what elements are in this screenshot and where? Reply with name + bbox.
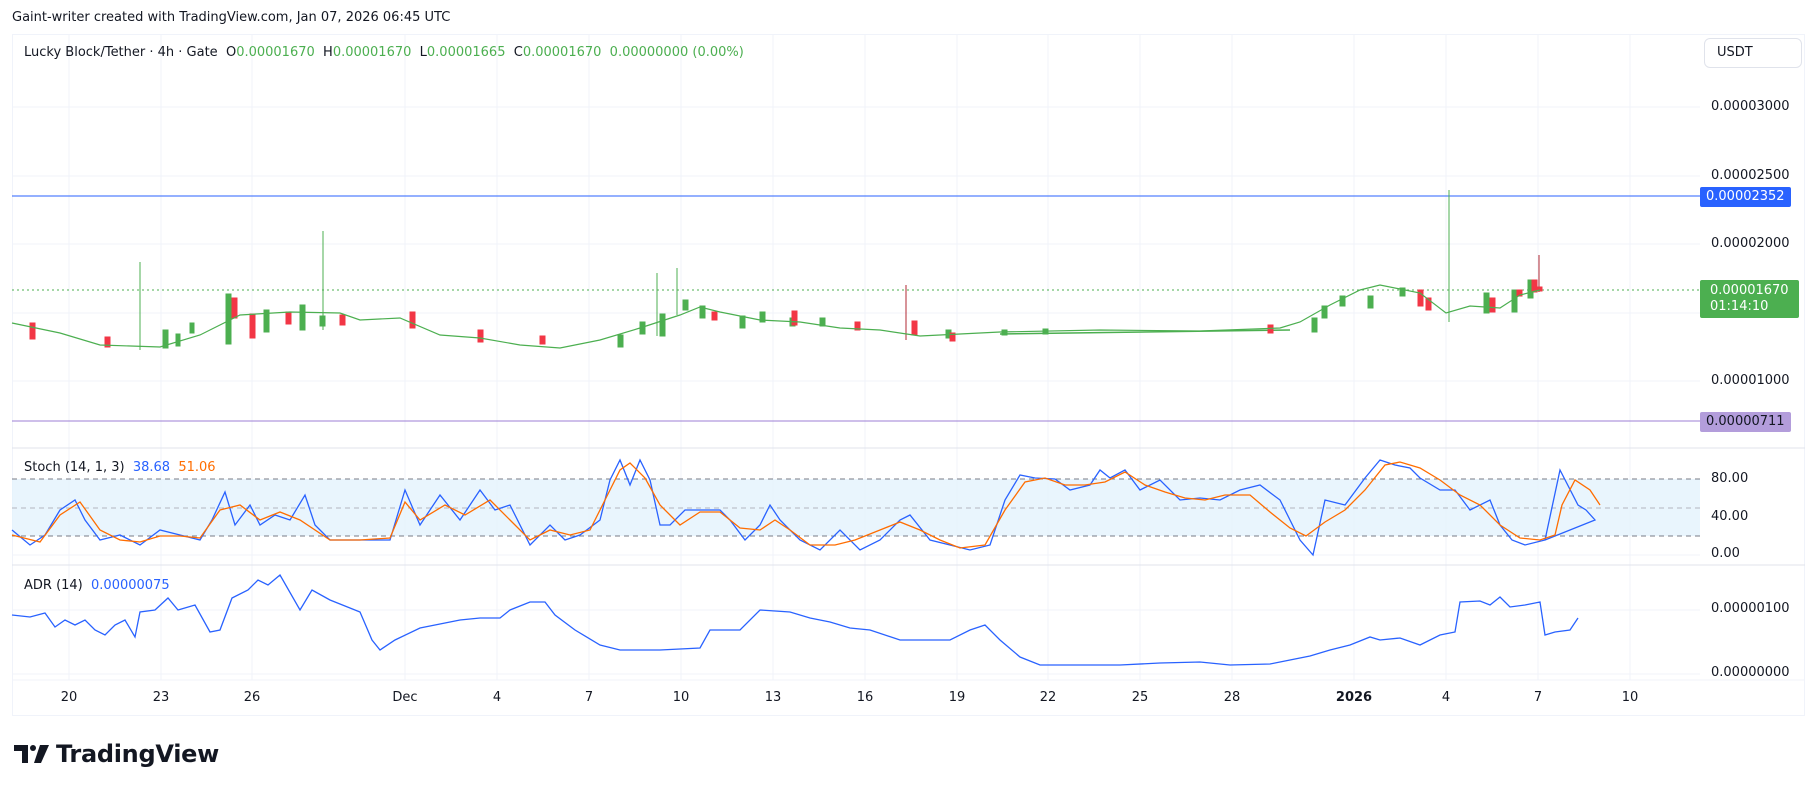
- tradingview-logo: TradingView: [14, 740, 219, 768]
- stoch-tick: 0.00: [1711, 546, 1740, 561]
- low-value: 0.00001665: [426, 45, 506, 60]
- high-value: 0.00001670: [332, 45, 412, 60]
- time-axis-label: 23: [152, 690, 170, 705]
- time-axis-label: 20: [60, 690, 78, 705]
- time-axis-label: 22: [1039, 690, 1057, 705]
- chart-frame: [12, 34, 1805, 716]
- stoch-k-value: 38.68: [132, 460, 171, 475]
- low-label: L: [419, 45, 427, 60]
- price-tick: 0.00003000: [1711, 99, 1790, 114]
- stoch-tick: 40.00: [1711, 509, 1749, 524]
- support-price-badge: 0.00000711: [1700, 412, 1791, 432]
- resistance-price-badge: 0.00002352: [1700, 187, 1791, 207]
- close-value: 0.00001670: [522, 45, 602, 60]
- watermark: Gaint-writer created with TradingView.co…: [12, 10, 451, 25]
- price-tick: 0.00002000: [1711, 236, 1790, 251]
- current-price: 0.00001670: [1710, 283, 1789, 298]
- stoch-k-line: [11, 458, 1597, 557]
- candlesticks: [11, 190, 1543, 350]
- time-axis-label: 4: [1441, 690, 1451, 705]
- change-value: 0.00000000 (0.00%): [609, 45, 744, 60]
- time-axis-label: 26: [243, 690, 261, 705]
- time-axis-label: 7: [1533, 690, 1543, 705]
- price-tick: 0.00002500: [1711, 168, 1790, 183]
- adr-title: ADR (14): [24, 578, 83, 593]
- high-label: H: [323, 45, 333, 60]
- time-axis-label: 10: [672, 690, 690, 705]
- adr-value: 0.00000075: [91, 578, 170, 593]
- symbol-legend[interactable]: Lucky Block/Tether · 4h · Gate O0.000016…: [24, 45, 744, 60]
- time-axis-label: 7: [584, 690, 594, 705]
- time-axis-label: 16: [856, 690, 874, 705]
- time-axis-label: Dec: [392, 690, 418, 705]
- open-value: 0.00001670: [236, 45, 315, 60]
- time-axis-label: 13: [764, 690, 782, 705]
- stoch-tick: 80.00: [1711, 471, 1749, 486]
- symbol-title: Lucky Block/Tether · 4h · Gate: [24, 45, 218, 60]
- price-tick: 0.00001000: [1711, 373, 1790, 388]
- tradingview-logo-icon: [14, 745, 49, 763]
- bar-countdown: 01:14:10: [1710, 299, 1769, 314]
- open-label: O: [225, 45, 237, 60]
- time-axis-label: 10: [1621, 690, 1639, 705]
- adr-tick: 0.00000000: [1711, 665, 1790, 680]
- vertical-grid: [68, 34, 1631, 680]
- stoch-legend[interactable]: Stoch (14, 1, 3) 38.68 51.06: [24, 460, 216, 475]
- time-axis-label: 2026: [1335, 690, 1373, 705]
- adr-line: [11, 574, 1579, 666]
- time-axis-label: 4: [492, 690, 502, 705]
- horizontal-grid: [12, 106, 1700, 675]
- time-axis-label: 25: [1131, 690, 1149, 705]
- current-price-badge: 0.00001670 01:14:10: [1700, 280, 1799, 318]
- tradingview-logo-text: TradingView: [56, 740, 219, 768]
- time-axis-label: 19: [948, 690, 966, 705]
- stoch-title: Stoch (14, 1, 3): [24, 460, 125, 475]
- stoch-d-value: 51.06: [178, 460, 216, 475]
- currency-button[interactable]: USDT: [1704, 38, 1802, 68]
- close-label: C: [513, 45, 523, 60]
- adr-tick: 0.00000100: [1711, 601, 1790, 616]
- time-axis-label: 28: [1223, 690, 1241, 705]
- stoch-d-line: [11, 461, 1601, 549]
- adr-legend[interactable]: ADR (14) 0.00000075: [24, 578, 170, 593]
